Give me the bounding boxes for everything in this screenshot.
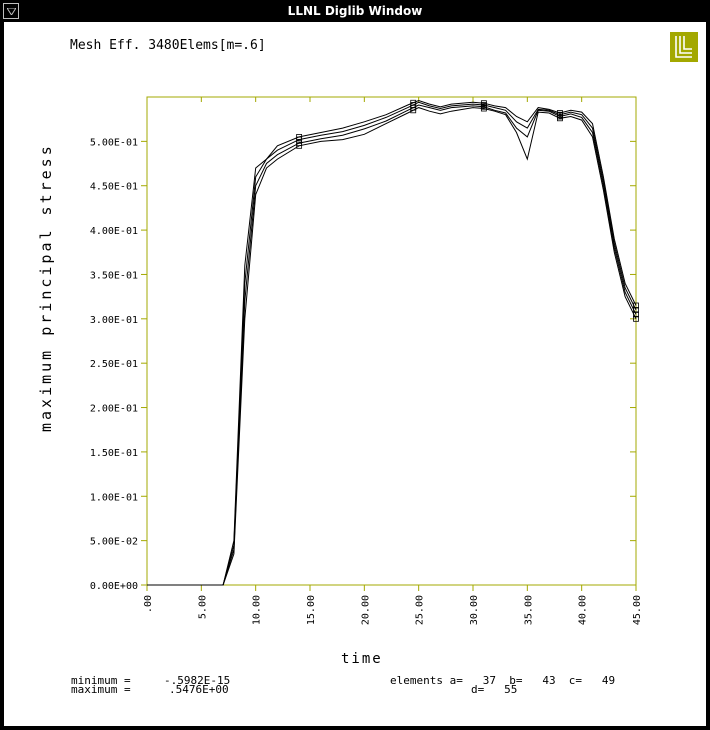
y-tick-label: 0.00E+00 [90,581,138,592]
minimum-label: minimum = [71,674,131,687]
series-marker [633,302,639,309]
x-tick-label: 15.00 [306,595,317,625]
series-marker [410,107,417,114]
x-tick-label: .00 [143,595,154,613]
maximum-value: .5476E+00 [169,683,229,696]
elements-list: elements a= 37 b= 43 c= 49 [390,674,615,687]
series-marker [296,136,303,143]
x-tick-label: 40.00 [578,595,589,625]
window-title: LLNL Diglib Window [287,4,423,18]
series-marker [296,142,303,149]
y-tick-label: 1.50E-01 [90,448,138,459]
series-marker [480,105,487,112]
series-line-2 [147,101,637,586]
elements-d: d= 55 [471,683,517,696]
llnl-logo [670,32,698,62]
series-marker [633,315,639,322]
x-tick-label: 25.00 [415,595,426,625]
chart: Mesh Eff. 3480Elems[m=.6] 0.00E+00 5.00E-… [37,32,698,696]
y-tick-label: 3.50E-01 [90,270,138,281]
x-tick-label: 10.00 [252,595,263,625]
series-marker [633,311,639,318]
window-frame-right[interactable] [706,22,710,730]
y-tick-label: 5.00E-02 [90,537,138,548]
window-menu-button[interactable] [3,3,19,19]
title-bar[interactable]: LLNL Diglib Window [0,0,710,22]
window-frame-left[interactable] [0,22,4,730]
y-tick-label: 3.00E-01 [90,315,138,326]
x-tick-label: 35.00 [523,595,534,625]
minimum-value: -.5982E-15 [164,674,230,687]
y-axis-label: maximum principal stress [37,143,55,432]
series-line-1 [147,99,637,586]
y-tick-label: 2.50E-01 [90,359,138,370]
plot-area-frame [146,96,637,586]
y-tick-label: 2.00E-01 [90,404,138,415]
y-tick-label: 4.00E-01 [90,226,138,237]
x-tick-label: 45.00 [632,595,643,625]
window-frame-bottom[interactable] [0,726,710,730]
x-tick-label: 30.00 [469,595,480,625]
y-tick-label: 4.50E-01 [90,182,138,193]
chart-title: Mesh Eff. 3480Elems[m=.6] [70,38,266,53]
x-tick-label: 5.00 [197,595,208,619]
chevron-down-icon [7,8,16,15]
series-marker [633,307,639,313]
y-tick-label: 1.00E-01 [90,492,138,503]
series-line-3 [147,104,637,586]
x-axis-label: time [341,651,383,667]
plot-canvas: Mesh Eff. 3480Elems[m=.6] 0.00E+00 5.00E-… [4,22,706,726]
series-marker [557,115,563,122]
y-tick-label: 5.00E-01 [90,137,138,148]
maximum-label: maximum = [71,683,131,696]
x-tick-label: 20.00 [360,595,371,625]
series-line-4 [147,107,637,586]
